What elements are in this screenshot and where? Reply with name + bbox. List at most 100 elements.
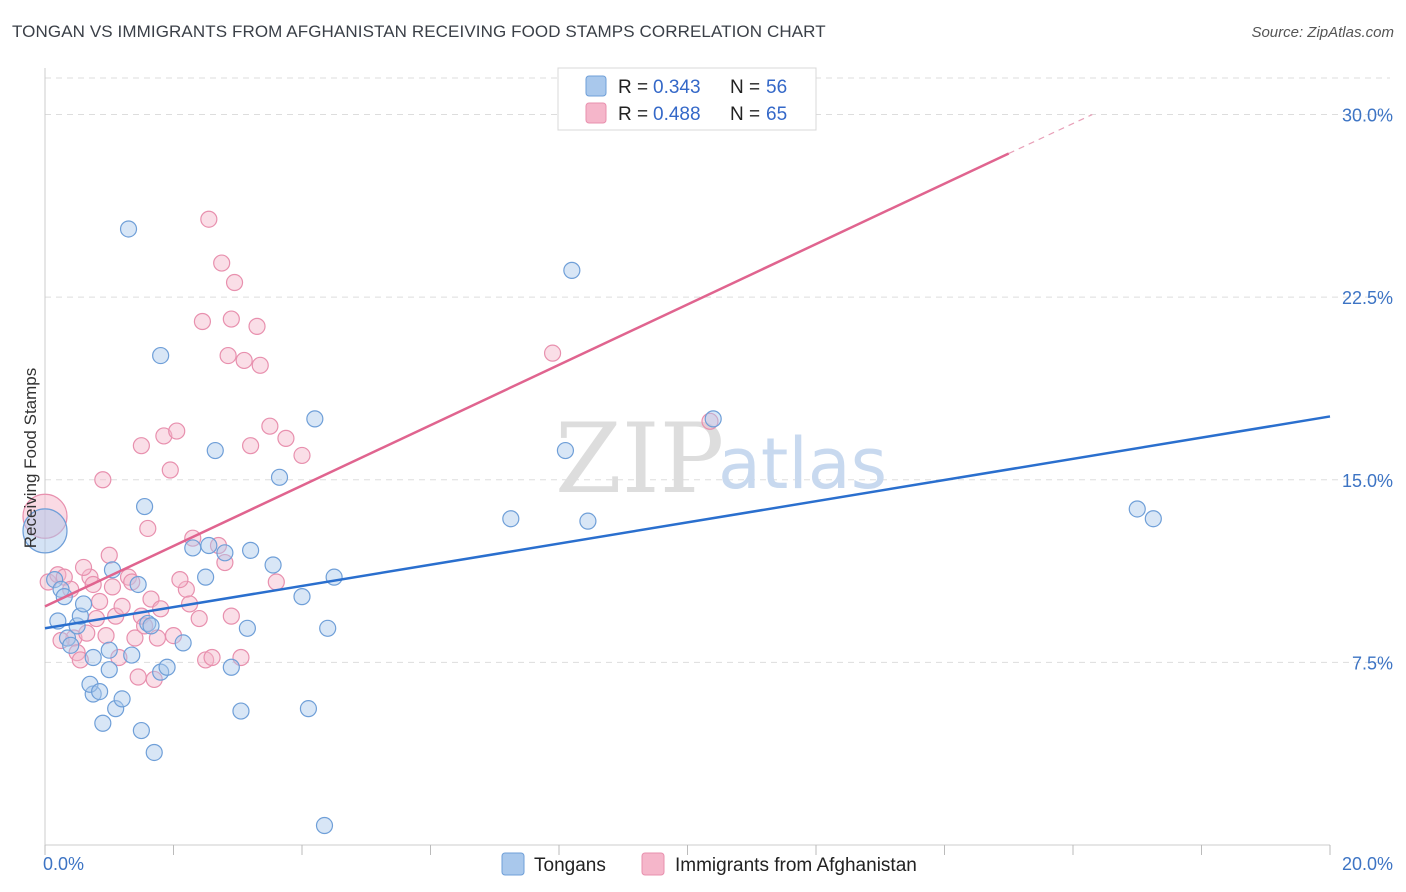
- watermark-atlas: atlas: [718, 423, 887, 505]
- afghanistan-point: [94, 471, 112, 489]
- tongans-point: [197, 568, 215, 586]
- afghanistan-point: [168, 422, 186, 440]
- tongans-point: [306, 410, 324, 428]
- afghanistan-point: [225, 273, 244, 292]
- afghanistan-point: [132, 437, 150, 455]
- afghanistan-point: [251, 356, 269, 374]
- legend-n-label-1: N =: [730, 77, 760, 98]
- tongans-point: [579, 512, 597, 530]
- afghanistan-point: [222, 310, 240, 328]
- bottom-legend-afghanistan: Immigrants from Afghanistan: [675, 855, 917, 876]
- legend-r-value-2: 0.488: [653, 104, 701, 125]
- y-tick-label: 22.5%: [1342, 288, 1393, 308]
- legend-r-label-2: R =: [618, 104, 648, 125]
- afghanistan-point: [293, 446, 311, 465]
- tongans-point: [139, 614, 157, 633]
- trend-lines: [44, 113, 1331, 630]
- tongans-point: [232, 702, 250, 720]
- afghanistan-point: [103, 578, 122, 596]
- y-tick-label: 7.5%: [1352, 653, 1393, 673]
- tongans-point: [174, 634, 192, 652]
- afghanistan-point: [135, 617, 154, 635]
- legend-swatch-afghanistan: [585, 102, 607, 124]
- tongans-point: [113, 690, 131, 708]
- tongans-point: [135, 497, 154, 516]
- tongans-point: [123, 646, 141, 664]
- tongans-point: [129, 575, 147, 594]
- afghanistan-point: [177, 580, 195, 598]
- tongans-point: [94, 714, 112, 732]
- afghanistan-point: [129, 668, 147, 686]
- tongans-point: [46, 570, 64, 589]
- tongans-point: [200, 536, 218, 555]
- tongans-point: [158, 658, 176, 676]
- y-tick-label: 15.0%: [1342, 471, 1393, 491]
- tongans-point: [107, 700, 125, 718]
- tongans-point: [145, 743, 163, 762]
- watermark-zip: ZIP: [555, 403, 724, 515]
- afghanistan-point: [222, 607, 240, 625]
- afghanistan-trend-extension: [1008, 113, 1093, 155]
- afghanistan-point: [161, 461, 179, 479]
- afghanistan-point: [203, 648, 221, 667]
- tongans-point: [704, 410, 722, 428]
- y-tick-labels: 7.5% 15.0% 22.5% 30.0%: [1342, 106, 1393, 674]
- tongans-point: [100, 661, 118, 679]
- tongans-point: [84, 648, 102, 667]
- source-credit: Source: ZipAtlas.com: [1251, 24, 1394, 41]
- afghanistan-trend-line: [44, 152, 1010, 608]
- tongans-point: [184, 539, 202, 557]
- tongans-point: [264, 556, 282, 574]
- afghanistan-point: [267, 573, 285, 591]
- afghanistan-point: [261, 417, 279, 435]
- tongans-point: [152, 346, 170, 365]
- afghanistan-point: [155, 427, 173, 445]
- afghanistan-point: [235, 351, 253, 370]
- y-axis-label: Receiving Food Stamps: [21, 368, 40, 548]
- tongans-point: [315, 816, 334, 835]
- correlation-legend: R = 0.343 N = 56 R = 0.488 N = 65: [557, 67, 817, 131]
- tongans-point: [119, 220, 138, 238]
- tongans-point: [238, 619, 256, 637]
- tongans-point: [299, 700, 318, 718]
- tongans-point: [319, 619, 337, 637]
- x-tick-labels: 0.0% 20.0%: [43, 854, 1393, 874]
- afghanistan-point: [113, 597, 131, 615]
- legend-n-value-1: 56: [766, 77, 787, 98]
- afghanistan-point: [543, 344, 562, 362]
- afghanistan-point: [219, 346, 237, 365]
- x-tick-label-min: 0.0%: [43, 854, 84, 874]
- afghanistan-point: [126, 629, 144, 647]
- legend-r-label-1: R =: [618, 77, 648, 98]
- bottom-legend-tongans: Tongans: [534, 855, 606, 876]
- legend-swatch-tongans: [585, 75, 607, 97]
- tongans-point: [222, 658, 240, 676]
- afghanistan-point: [171, 570, 189, 589]
- tongans-point: [91, 682, 109, 701]
- afghanistan-point: [213, 254, 231, 272]
- afghanistan-point: [200, 210, 218, 228]
- tongans-point: [132, 721, 150, 740]
- x-tick-label-max: 20.0%: [1342, 854, 1393, 874]
- afghanistan-point: [100, 546, 118, 564]
- tongans-point: [100, 641, 118, 659]
- afghanistan-point: [248, 317, 266, 335]
- afghanistan-point: [97, 626, 115, 645]
- afghanistan-point: [139, 519, 157, 538]
- afghanistan-point: [74, 558, 93, 577]
- tongans-point: [216, 544, 234, 562]
- tongans-point: [502, 510, 520, 528]
- afghanistan-point: [242, 437, 260, 455]
- bottom-legend-swatch-afghanistan: [641, 852, 665, 876]
- legend-n-label-2: N =: [730, 104, 760, 125]
- afghanistan-point: [190, 609, 208, 628]
- tongans-point: [556, 441, 575, 460]
- chart-title: TONGAN VS IMMIGRANTS FROM AFGHANISTAN RE…: [12, 22, 826, 41]
- grid-lines: [45, 77, 1390, 663]
- tongans-point: [22, 508, 68, 554]
- legend-n-value-2: 65: [766, 104, 787, 125]
- tongans-point: [293, 588, 311, 606]
- tongans-point: [74, 595, 93, 613]
- afghanistan-point: [193, 312, 212, 331]
